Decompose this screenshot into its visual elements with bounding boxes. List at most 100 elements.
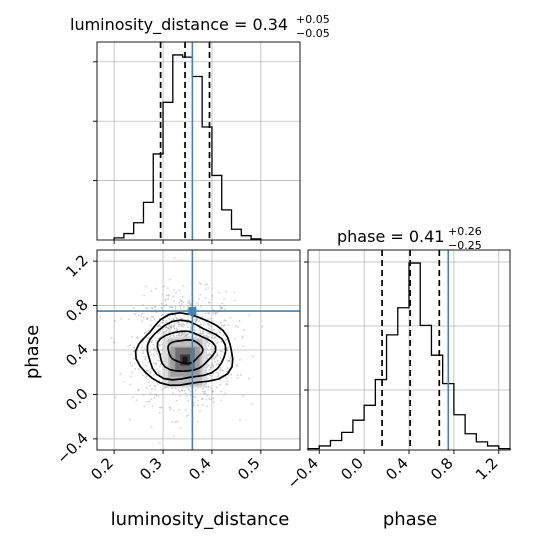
scatter-point xyxy=(208,311,211,314)
scatter-point xyxy=(169,325,172,328)
scatter-point xyxy=(146,307,149,310)
scatter-point xyxy=(186,394,189,397)
scatter-point xyxy=(209,325,212,328)
scatter-point xyxy=(234,337,236,340)
scatter-point xyxy=(161,349,164,352)
scatter-point xyxy=(158,442,161,444)
scatter-point xyxy=(159,370,161,373)
scatter-point xyxy=(229,357,232,360)
scatter-point xyxy=(149,319,152,322)
scatter-point xyxy=(205,398,207,401)
scatter-point xyxy=(202,332,204,335)
scatter-point xyxy=(217,363,220,366)
scatter-point xyxy=(229,360,231,363)
scatter-point xyxy=(188,301,191,304)
scatter-point xyxy=(222,334,225,337)
scatter-point xyxy=(133,307,135,310)
scatter-point xyxy=(196,420,199,423)
x-tick-label: 0.2 xyxy=(87,454,117,484)
scatter-point xyxy=(153,362,156,365)
scatter-point xyxy=(196,399,199,402)
scatter-point xyxy=(238,320,241,322)
scatter-point xyxy=(212,401,215,404)
scatter-point xyxy=(165,319,168,322)
scatter-point xyxy=(151,339,154,342)
scatter-point xyxy=(158,324,161,327)
scatter-point xyxy=(144,355,147,358)
scatter-point xyxy=(133,346,136,349)
scatter-point xyxy=(158,412,161,414)
scatter-point xyxy=(183,306,185,308)
panel-luminosity-distance xyxy=(96,41,301,241)
truth-marker xyxy=(188,307,197,316)
scatter-point xyxy=(180,317,183,320)
scatter-point xyxy=(224,339,227,342)
scatter-point xyxy=(179,323,181,326)
scatter-point xyxy=(220,368,222,371)
scatter-point xyxy=(169,306,171,308)
scatter-point xyxy=(209,317,212,320)
scatter-point xyxy=(175,316,177,319)
scatter-point xyxy=(204,297,207,299)
scatter-point xyxy=(175,399,178,402)
scatter-point xyxy=(150,341,153,343)
scatter-point xyxy=(211,334,214,337)
scatter-point xyxy=(129,375,132,378)
scatter-point xyxy=(160,303,163,305)
scatter-point xyxy=(181,333,183,336)
scatter-point xyxy=(198,320,201,323)
scatter-point xyxy=(189,390,192,393)
scatter-point xyxy=(196,404,199,407)
scatter-point xyxy=(131,336,133,338)
scatter-point xyxy=(137,368,140,371)
scatter-point xyxy=(167,294,170,297)
scatter-point xyxy=(199,330,202,332)
scatter-point xyxy=(199,410,201,412)
scatter-point xyxy=(145,369,148,372)
scatter-point xyxy=(210,387,213,390)
scatter-point xyxy=(219,321,222,324)
scatter-point xyxy=(170,326,173,329)
scatter-point xyxy=(210,357,213,360)
scatter-point xyxy=(175,327,178,330)
scatter-point xyxy=(169,330,172,333)
scatter-point xyxy=(144,331,147,334)
scatter-point xyxy=(152,347,155,350)
scatter-point xyxy=(187,387,190,390)
scatter-point xyxy=(192,404,195,407)
scatter-point xyxy=(192,401,195,404)
scatter-point xyxy=(128,418,131,421)
scatter-point xyxy=(176,420,179,423)
scatter-point xyxy=(237,326,240,328)
scatter-point xyxy=(179,305,182,308)
scatter-point xyxy=(215,371,218,374)
scatter-point xyxy=(202,392,205,395)
scatter-point xyxy=(199,283,202,285)
scatter-point xyxy=(219,340,222,343)
scatter-point xyxy=(223,324,226,327)
scatter-point xyxy=(219,366,222,369)
scatter-point xyxy=(183,324,186,326)
scatter-point xyxy=(236,374,239,377)
scatter-point xyxy=(235,325,237,327)
panel-phase xyxy=(307,249,511,451)
scatter-point xyxy=(206,334,208,337)
scatter-point xyxy=(208,354,211,356)
scatter-point xyxy=(177,325,180,328)
y-tick-label: 0.8 xyxy=(62,296,92,326)
scatter-point xyxy=(199,333,201,335)
scatter-point xyxy=(156,350,158,353)
scatter-point xyxy=(134,367,137,370)
scatter-point xyxy=(168,325,171,327)
scatter-point xyxy=(177,323,180,326)
scatter-point xyxy=(180,389,183,391)
scatter-point xyxy=(187,414,190,417)
scatter-point xyxy=(169,407,172,410)
scatter-point xyxy=(131,364,134,367)
panel-joint xyxy=(96,249,301,451)
scatter-point xyxy=(168,318,171,321)
scatter-point xyxy=(168,278,171,281)
scatter-point xyxy=(181,322,184,325)
scatter-point xyxy=(150,426,153,429)
scatter-point xyxy=(206,323,209,326)
